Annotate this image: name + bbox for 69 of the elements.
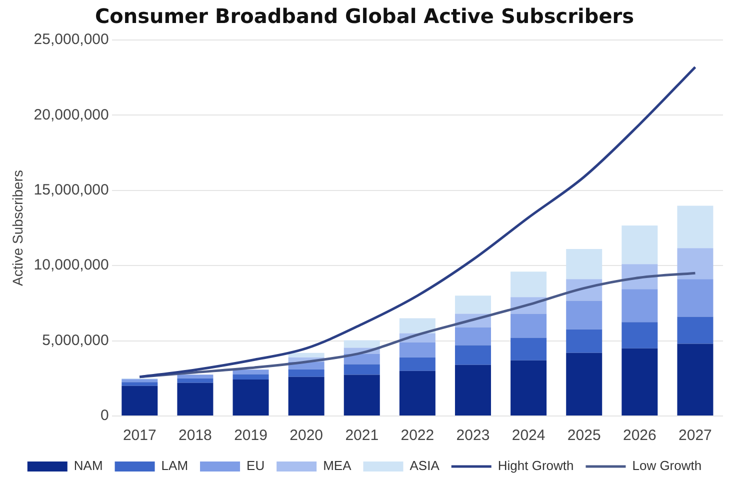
x-tick-label: 2022 xyxy=(400,427,434,444)
bar xyxy=(677,248,714,280)
bar xyxy=(344,374,380,416)
x-tick-label: 2023 xyxy=(456,427,490,444)
bar xyxy=(399,318,436,334)
bar xyxy=(454,296,491,314)
bar xyxy=(622,348,658,416)
legend-label: EU xyxy=(246,458,265,474)
x-tick-label: 2026 xyxy=(622,427,656,444)
bar xyxy=(677,344,714,416)
bar xyxy=(622,322,658,348)
bar xyxy=(177,378,214,383)
bar xyxy=(566,352,602,416)
bar xyxy=(122,379,158,382)
x-tick-label: 2025 xyxy=(567,427,601,444)
bar xyxy=(232,370,269,374)
x-tick-label: 2017 xyxy=(122,427,156,444)
line-series xyxy=(138,272,696,378)
bar xyxy=(344,340,380,348)
bar xyxy=(510,314,547,338)
y-tick-label: 10,000,000 xyxy=(34,256,109,274)
x-tick-label: 2024 xyxy=(512,427,546,444)
bar xyxy=(566,329,602,353)
bar xyxy=(622,289,658,322)
chart-title: Consumer Broadband Global Active Subscribers xyxy=(94,4,634,28)
bar xyxy=(122,386,158,416)
x-tick-label: 2019 xyxy=(234,427,268,444)
bar xyxy=(288,376,324,416)
line-series xyxy=(138,66,696,378)
bar xyxy=(566,249,602,280)
legend-label: Hight Growth xyxy=(498,458,574,474)
x-tick-label: 2021 xyxy=(345,427,379,444)
x-tick-label: 2018 xyxy=(178,427,212,444)
bar xyxy=(510,360,547,416)
bar xyxy=(677,279,714,317)
y-tick-label: 0 xyxy=(100,407,109,424)
bar xyxy=(177,374,214,378)
bar xyxy=(454,364,491,416)
bar xyxy=(510,272,547,298)
bar xyxy=(288,352,324,358)
legend-label: ASIA xyxy=(410,458,440,474)
legend-label: NAM xyxy=(74,458,103,474)
bar xyxy=(566,300,602,330)
x-tick-label: 2027 xyxy=(678,427,712,444)
legend-label: Low Growth xyxy=(632,458,702,474)
x-tick-label: 2020 xyxy=(290,427,324,444)
bar xyxy=(344,364,380,375)
bar xyxy=(510,338,547,360)
y-tick-label: 20,000,000 xyxy=(34,106,109,124)
bar xyxy=(232,374,269,380)
bar xyxy=(122,382,158,386)
bar xyxy=(622,225,658,264)
legend-label: LAM xyxy=(161,458,188,474)
bar xyxy=(399,357,436,371)
bar xyxy=(344,354,380,364)
bar xyxy=(677,316,714,344)
bar xyxy=(232,379,269,416)
y-tick-label: 5,000,000 xyxy=(42,332,109,349)
bar xyxy=(399,370,436,416)
bar xyxy=(454,345,491,365)
bar xyxy=(399,342,436,358)
bar xyxy=(677,206,714,248)
legend-label: MEA xyxy=(323,458,352,474)
y-axis-title: Active Subscribers xyxy=(9,170,26,286)
bar xyxy=(288,369,324,377)
bar xyxy=(177,382,214,416)
y-tick-label: 15,000,000 xyxy=(34,182,109,199)
bar xyxy=(454,327,491,346)
y-tick-label: 25,000,000 xyxy=(34,31,109,48)
